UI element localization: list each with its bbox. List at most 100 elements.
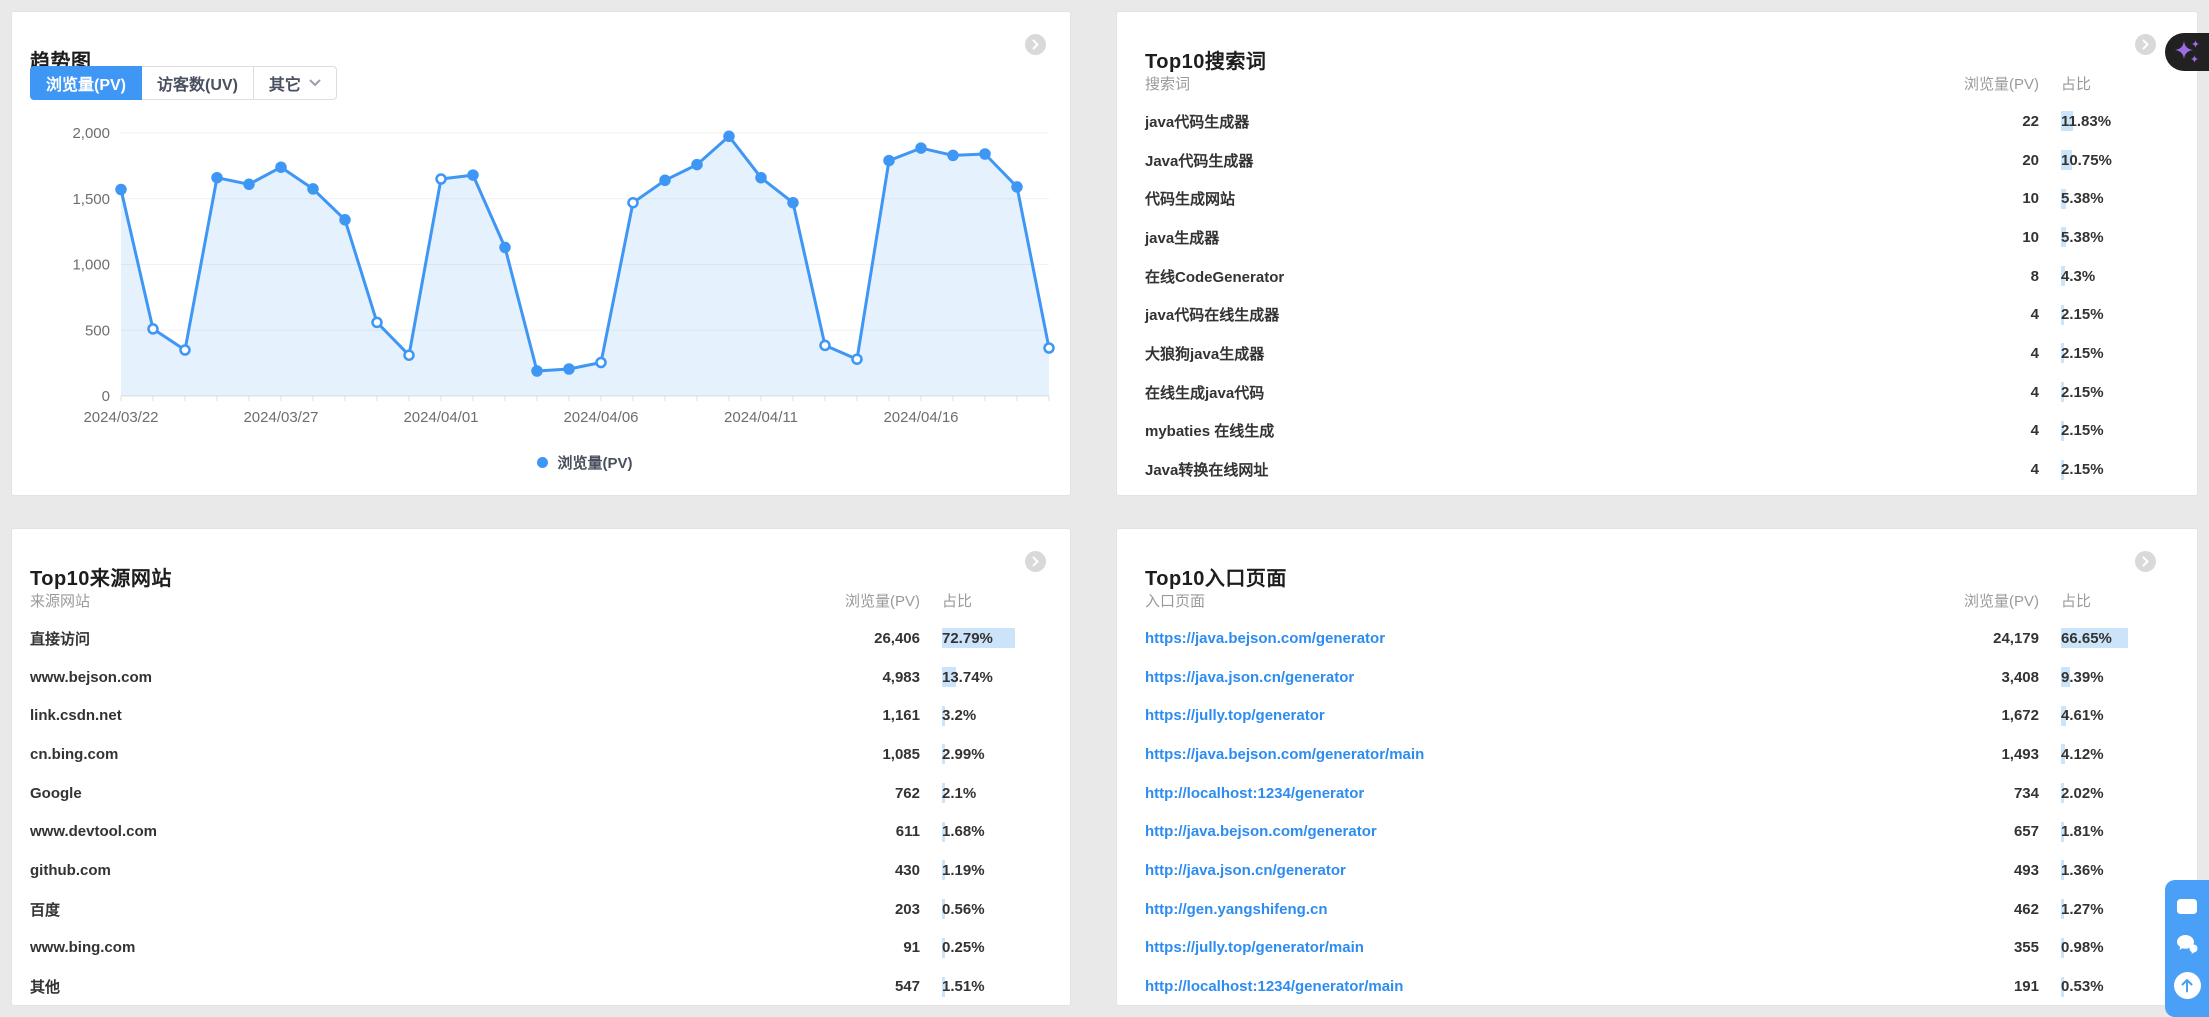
row-label: 大狼狗java生成器: [1145, 345, 1265, 363]
row-pageviews: 611: [895, 823, 920, 841]
row-pageviews: 8: [2030, 267, 2039, 285]
feedback-window-button[interactable]: [2176, 898, 2198, 915]
percentage-bar: [2061, 420, 2064, 441]
panel-expand-button[interactable]: [1025, 34, 1046, 55]
column-header-pv: 浏览量(PV): [1963, 592, 2039, 610]
row-pageviews: 762: [894, 784, 920, 802]
row-label: Java代码生成器: [1145, 152, 1254, 170]
row-label: www.devtool.com: [30, 823, 157, 841]
row-percentage: 66.65%: [2039, 628, 2167, 649]
table-row: java代码在线生成器 4 2.15%: [1145, 295, 2167, 334]
entry-page-link[interactable]: https://jully.top/generator: [1145, 707, 1325, 725]
referrer-sites-table: 来源网站 浏览量(PV) 占比 直接访问 26,406 72.79% www.bejs…: [30, 585, 1048, 1006]
entry-page-link[interactable]: https://java.bejson.com/generator: [1145, 629, 1386, 647]
percentage-bar: [2061, 343, 2064, 364]
table-row: http://java.bejson.com/generator 657 1.81%: [1145, 812, 2167, 851]
row-pageviews: 24,179: [1993, 629, 2039, 647]
table-row: 代码生成网站 10 5.38%: [1145, 179, 2167, 218]
svg-text:1,500: 1,500: [72, 191, 110, 208]
table-row: 大狼狗java生成器 4 2.15%: [1145, 334, 2167, 373]
tab-pageviews-pv[interactable]: 浏览量(PV): [30, 66, 143, 100]
table-row: 在线CodeGenerator 8 4.3%: [1145, 257, 2167, 296]
percentage-bar: [2061, 188, 2067, 209]
svg-text:2024/04/01: 2024/04/01: [403, 409, 478, 426]
entry-pages-table: 入口页面 浏览量(PV) 占比 https://java.bejson.com/…: [1145, 585, 2167, 1006]
column-header-pv: 浏览量(PV): [1963, 75, 2039, 93]
panel-expand-button[interactable]: [2135, 551, 2156, 572]
row-pageviews: 191: [2013, 978, 2039, 996]
floating-widget: [2165, 880, 2209, 1017]
table-row: 在线生成java代码 4 2.15%: [1145, 373, 2167, 412]
svg-text:0: 0: [102, 388, 110, 405]
percentage-bar: [2061, 459, 2064, 480]
top10-referrer-sites-panel: Top10来源网站 来源网站 浏览量(PV) 占比 直接访问 26,406 72.7…: [11, 528, 1071, 1006]
table-row: 百度 203 0.56%: [30, 890, 1048, 929]
metric-tab-group: 浏览量(PV) 访客数(UV) 其它: [30, 66, 337, 100]
ai-assistant-button[interactable]: [2165, 33, 2209, 71]
percentage-bar: [2061, 667, 2071, 688]
tab-label: 浏览量(PV): [46, 77, 127, 94]
back-to-top-button[interactable]: [2173, 971, 2201, 999]
tab-visitors-uv[interactable]: 访客数(UV): [141, 66, 254, 100]
row-percentage: 2.15%: [2061, 382, 2104, 403]
table-row: Java转换在线网址 4 2.15%: [1145, 450, 2167, 489]
entry-page-link[interactable]: http://localhost:1234/generator: [1145, 784, 1365, 802]
entry-page-link[interactable]: http://gen.yangshifeng.cn: [1145, 900, 1328, 918]
percentage-bar: [2061, 111, 2073, 132]
row-pageviews: 1,672: [2001, 707, 2039, 725]
entry-page-link[interactable]: https://jully.top/generator/main: [1145, 939, 1364, 957]
table-row: 其他 547 1.51%: [30, 967, 1048, 1006]
svg-text:2024/04/16: 2024/04/16: [883, 409, 958, 426]
sparkles-icon: [2173, 39, 2201, 65]
panel-expand-button[interactable]: [1025, 551, 1046, 572]
table-row: Google 762 2.1%: [30, 774, 1048, 813]
column-header-name: 搜索词: [1145, 75, 1191, 93]
tab-other-dropdown[interactable]: 其它: [252, 66, 337, 100]
panel-expand-button[interactable]: [2135, 34, 2156, 55]
row-percentage: 2.15%: [2061, 420, 2104, 441]
entry-page-link[interactable]: https://java.json.cn/generator: [1145, 668, 1355, 686]
row-percentage: 13.74%: [942, 667, 993, 688]
row-percentage: 72.79%: [920, 628, 1048, 649]
top10-entry-pages-panel: Top10入口页面 入口页面 浏览量(PV) 占比 https://java.b…: [1116, 528, 2198, 1006]
entry-page-link[interactable]: http://java.bejson.com/generator: [1145, 823, 1377, 841]
row-pageviews: 4: [2030, 422, 2039, 440]
row-percentage: 5.38%: [2061, 227, 2104, 248]
row-percentage: 0.56%: [942, 899, 985, 920]
row-pageviews: 462: [2013, 900, 2039, 918]
row-label: 百度: [30, 901, 61, 919]
column-header-pv: 浏览量(PV): [844, 592, 920, 610]
percentage-bar: [2061, 628, 2128, 649]
table-row: https://java.json.cn/generator 3,408 9.39%: [1145, 658, 2167, 697]
row-percentage: 3.2%: [942, 705, 977, 726]
legend-item-pv[interactable]: 浏览量(PV): [121, 452, 1049, 473]
chat-button[interactable]: [2175, 934, 2199, 954]
row-percentage: 9.39%: [2061, 667, 2104, 688]
tab-label: 其它: [268, 77, 301, 94]
percentage-bar: [942, 821, 945, 842]
back-to-top-icon: [2180, 978, 2194, 993]
row-percentage: 2.15%: [2061, 304, 2104, 325]
entry-page-link[interactable]: http://java.json.cn/generator: [1145, 861, 1346, 879]
table-row: http://gen.yangshifeng.cn 462 1.27%: [1145, 890, 2167, 929]
search-terms-table: 搜索词 浏览量(PV) 占比 java代码生成器 22 11.83% Java代码生成…: [1145, 68, 2167, 489]
table-row: mybaties 在线生成 4 2.15%: [1145, 412, 2167, 451]
percentage-bar: [942, 667, 956, 688]
row-percentage: 1.81%: [2061, 821, 2104, 842]
row-percentage: 4.12%: [2061, 744, 2104, 765]
trend-line-chart: 0 500 1,000 1,500 2,000 2024/03/22 2024/03/27 2…: [72, 125, 1055, 426]
row-percentage: 0.53%: [2061, 976, 2104, 997]
entry-page-link[interactable]: http://localhost:1234/generator/main: [1145, 978, 1404, 996]
tab-label: 访客数(UV): [157, 77, 238, 94]
row-pageviews: 355: [2013, 939, 2039, 957]
table-body: java代码生成器 22 11.83% Java代码生成器 20 10.75% 代码生成网站…: [1145, 102, 2167, 489]
table-row: github.com 430 1.19%: [30, 851, 1048, 890]
column-header-name: 来源网站: [30, 592, 91, 610]
row-percentage: 1.19%: [942, 860, 985, 881]
percentage-bar: [2061, 783, 2064, 804]
row-pageviews: 1,493: [2001, 745, 2039, 763]
table-row: http://localhost:1234/generator/main 191 0…: [1145, 967, 2167, 1006]
row-pageviews: 10: [2022, 228, 2039, 246]
row-label: java代码生成器: [1145, 113, 1250, 131]
entry-page-link[interactable]: https://java.bejson.com/generator/main: [1145, 745, 1425, 763]
